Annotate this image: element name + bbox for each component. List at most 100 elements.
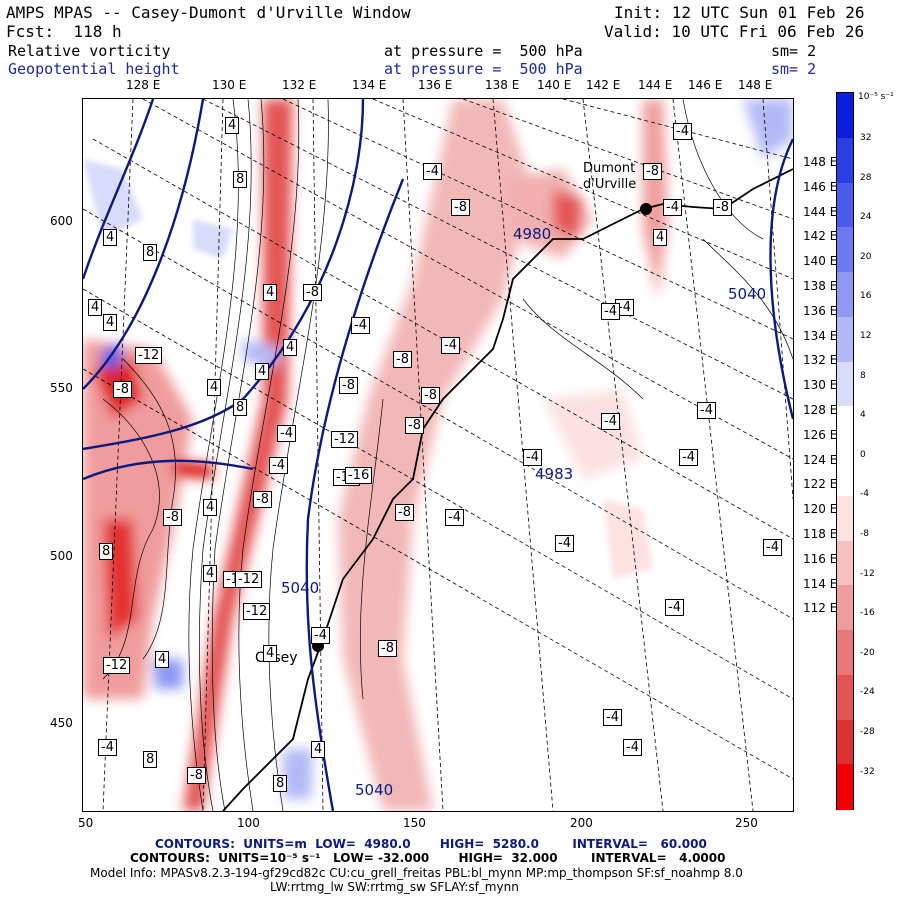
top-axis-tick: 134 E [352, 78, 387, 92]
left-axis-tick: 600 [50, 214, 73, 228]
vorticity-label: -4 [98, 739, 117, 756]
forecast-hour: Fcst: 118 h [6, 22, 122, 41]
right-axis-tick: 126 E [803, 427, 838, 442]
colorbar-tick: -12 [860, 568, 875, 579]
colorbar-tick: -32 [860, 766, 875, 777]
field1-name: Relative vorticity [8, 42, 171, 60]
colorbar-segment [837, 361, 853, 407]
vorticity-label: -4 [311, 627, 330, 644]
vorticity-label: -4 [423, 163, 442, 180]
vorticity-label: -4 [603, 709, 622, 726]
vorticity-label: 4 [203, 499, 218, 516]
coastline [222, 168, 793, 811]
right-axis-tick: 124 E [803, 452, 838, 467]
vorticity-label: -8 [713, 199, 732, 216]
right-axis-tick: 136 E [803, 303, 838, 318]
vorticity-label: -8 [303, 284, 322, 301]
right-axis-tick: 142 E [803, 229, 838, 244]
footer-vorticity-contours: CONTOURS: UNITS=10⁻⁵ s⁻¹ LOW= -32.000 HI… [130, 851, 726, 865]
vorticity-label: -4 [697, 402, 716, 419]
vorticity-label: -8 [421, 387, 440, 404]
vorticity-label: -8 [405, 417, 424, 434]
vorticity-label: -4 [277, 425, 296, 442]
vorticity-label: 8 [233, 399, 248, 416]
colorbar-tick: 28 [860, 172, 872, 183]
vorticity-label: -4 [679, 449, 698, 466]
vorticity-label: -8 [113, 381, 132, 398]
height-label-5040-a: 5040 [281, 579, 320, 597]
colorbar-tick: 8 [860, 370, 866, 381]
right-axis-tick: 118 E [803, 527, 838, 541]
vorticity-label: -4 [351, 317, 370, 334]
colorbar-tick: -20 [860, 647, 875, 658]
height-label-5040-b: 5040 [355, 781, 394, 799]
colorbar-tick: 12 [860, 331, 872, 341]
vorticity-label: -8 [339, 377, 358, 394]
colorbar-segment [837, 540, 853, 586]
bottom-axis-tick: 100 [237, 816, 260, 830]
vorticity-label: 4 [207, 379, 222, 396]
vorticity-label: -4 [673, 123, 692, 140]
vorticity-label: 4 [103, 229, 118, 246]
vorticity-label: 4 [263, 645, 278, 662]
dumont-station-marker[interactable] [640, 203, 652, 215]
colorbar-tick: -28 [860, 727, 875, 737]
vorticity-label: 8 [273, 775, 288, 792]
vorticity-label: -4 [623, 739, 642, 756]
colorbar-unit: 10⁻⁵ s⁻¹ [858, 92, 894, 102]
colorbar-segment [837, 764, 853, 810]
bottom-axis-tick: 200 [570, 816, 593, 830]
vorticity-label: 4 [653, 229, 668, 246]
vorticity-label: 4 [103, 314, 118, 331]
right-axis-tick: 132 E [803, 353, 838, 368]
init-time: Init: 12 UTC Sun 01 Feb 26 [614, 3, 865, 22]
right-axis-tick: 140 E [803, 254, 838, 269]
vorticity-label: -4 [269, 457, 288, 474]
geopotential-height-contours [83, 99, 793, 811]
vorticity-label: 4 [155, 651, 170, 668]
vorticity-label: 4 [311, 741, 326, 758]
vorticity-label: -12 [235, 571, 263, 588]
right-axis-tick: 112 E [803, 601, 838, 616]
colorbar-tick: 16 [860, 291, 872, 302]
top-axis-tick: 138 E [485, 78, 520, 92]
right-axis-tick: 116 E [803, 551, 838, 566]
colorbar-segment [837, 137, 853, 183]
colorbar-segment [837, 495, 853, 541]
vorticity-label: 4 [255, 363, 270, 380]
colorbar-tick: -16 [860, 608, 875, 619]
map-canvas [83, 99, 793, 811]
bottom-axis-tick: 50 [78, 816, 94, 830]
field2-level: at pressure = 500 hPa [384, 60, 583, 78]
footer-radiation-info: LW:rrtmg_lw SW:rrtmg_sw SFLAY:sf_mynn [270, 880, 519, 894]
map-plot[interactable]: Casey Dumont d'Urville 4980 4983 5040 50… [82, 98, 794, 812]
dumont-label: Dumont d'Urville [583, 161, 637, 192]
vorticity-label: -4 [523, 449, 542, 466]
vorticity-label: -16 [345, 467, 373, 484]
vorticity-label: -4 [445, 509, 464, 526]
vorticity-contours [102, 99, 793, 811]
right-axis-tick: 144 E [803, 204, 838, 219]
top-axis-tick: 128 E [126, 78, 161, 92]
top-axis-tick: 146 E [688, 78, 723, 92]
vorticity-label: -4 [663, 199, 682, 216]
height-label-5040-c: 5040 [728, 285, 767, 303]
right-axis-tick: 138 E [803, 279, 838, 293]
field1-smoothing: sm= 2 [771, 42, 817, 60]
top-axis-tick: 148 E [738, 78, 773, 92]
colorbar-segment [837, 93, 853, 139]
colorbar-tick: -8 [860, 529, 869, 539]
top-axis-tick: 136 E [418, 78, 453, 92]
top-axis-tick: 144 E [638, 78, 673, 92]
left-axis-tick: 450 [50, 716, 73, 730]
top-axis-tick: 132 E [282, 78, 317, 92]
right-axis-tick: 128 E [803, 403, 838, 417]
footer-height-contours: CONTOURS: UNITS=m LOW= 4980.0 HIGH= 5280… [155, 837, 707, 851]
vorticity-label: 4 [88, 299, 103, 316]
colorbar-tick: -24 [860, 687, 875, 698]
right-axis-tick: 148 E [803, 155, 838, 169]
vorticity-label: -8 [378, 640, 397, 657]
field2-name: Geopotential height [8, 60, 180, 78]
bottom-axis-tick: 150 [403, 816, 426, 830]
top-axis-tick: 130 E [212, 78, 247, 92]
